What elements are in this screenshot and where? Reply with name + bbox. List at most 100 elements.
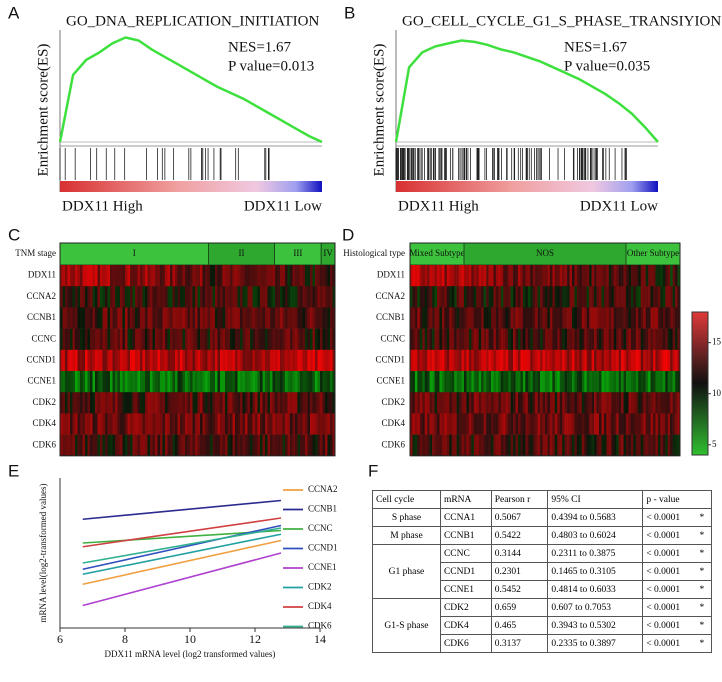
cell bbox=[468, 413, 472, 435]
cell bbox=[635, 349, 639, 372]
cell bbox=[530, 349, 534, 372]
cell bbox=[613, 371, 617, 393]
cell bbox=[265, 265, 268, 287]
cell bbox=[332, 434, 336, 457]
cell bbox=[667, 413, 671, 435]
cell bbox=[626, 392, 629, 414]
cell bbox=[643, 413, 646, 435]
cell bbox=[520, 349, 524, 372]
cell bbox=[530, 265, 534, 287]
cell bbox=[532, 371, 536, 393]
cell bbox=[451, 307, 455, 329]
cell bbox=[330, 413, 333, 435]
cell bbox=[105, 413, 108, 435]
cell bbox=[412, 265, 416, 287]
cell bbox=[300, 307, 303, 329]
cell bbox=[456, 307, 460, 329]
cell bbox=[540, 392, 543, 414]
cell bbox=[574, 413, 578, 435]
cell bbox=[675, 307, 678, 329]
cell bbox=[500, 413, 504, 435]
cell bbox=[645, 392, 649, 414]
cell bbox=[125, 371, 128, 393]
cell bbox=[172, 371, 176, 393]
cell bbox=[65, 349, 68, 372]
cell bbox=[542, 328, 546, 351]
cell bbox=[155, 349, 158, 372]
cell bbox=[272, 307, 276, 329]
row-label: DDX11 bbox=[377, 270, 405, 280]
cell bbox=[626, 265, 629, 287]
cell bbox=[608, 349, 612, 372]
cell bbox=[503, 371, 507, 393]
cell bbox=[525, 413, 529, 435]
cell bbox=[503, 349, 507, 372]
cell bbox=[157, 328, 161, 351]
cell bbox=[225, 371, 228, 393]
cell bbox=[170, 328, 173, 351]
cell bbox=[160, 392, 163, 414]
table-cell: 0.5067 bbox=[490, 508, 549, 527]
cell bbox=[135, 307, 138, 329]
cell bbox=[285, 286, 288, 308]
cell bbox=[650, 371, 654, 393]
cell bbox=[175, 434, 178, 457]
cell bbox=[515, 286, 519, 308]
cell bbox=[85, 434, 88, 457]
cell bbox=[522, 392, 526, 414]
table-cell: CCNB1 bbox=[439, 526, 492, 545]
nes: NES=1.67 bbox=[228, 39, 292, 55]
cell bbox=[195, 413, 198, 435]
cell bbox=[662, 328, 666, 351]
cell bbox=[522, 286, 526, 308]
cell bbox=[540, 265, 543, 287]
cell bbox=[650, 434, 654, 457]
cell bbox=[481, 286, 484, 308]
cell bbox=[589, 434, 592, 457]
cell bbox=[645, 328, 649, 351]
cell bbox=[75, 413, 78, 435]
cell bbox=[70, 413, 73, 435]
cell bbox=[147, 434, 151, 457]
cell bbox=[237, 286, 241, 308]
cell bbox=[618, 371, 622, 393]
cell bbox=[105, 307, 108, 329]
cell bbox=[552, 434, 556, 457]
cell bbox=[250, 413, 253, 435]
cell bbox=[670, 307, 673, 329]
cell bbox=[247, 265, 251, 287]
cell bbox=[500, 392, 504, 414]
cell bbox=[410, 371, 413, 393]
table-cell: 0.5422 bbox=[490, 526, 549, 545]
cell bbox=[677, 286, 681, 308]
cell bbox=[503, 286, 507, 308]
cell bbox=[481, 307, 484, 329]
cell bbox=[542, 392, 546, 414]
cell bbox=[257, 434, 261, 457]
cell bbox=[220, 265, 223, 287]
cell bbox=[525, 265, 529, 287]
cell bbox=[322, 265, 326, 287]
cell bbox=[437, 392, 440, 414]
cell bbox=[182, 392, 186, 414]
cell bbox=[432, 307, 435, 329]
row-label: CCNB1 bbox=[27, 312, 56, 322]
cell bbox=[549, 349, 553, 372]
cell bbox=[655, 307, 659, 329]
cell bbox=[330, 349, 333, 372]
series-line bbox=[82, 527, 282, 564]
cell bbox=[112, 371, 116, 393]
cell bbox=[621, 286, 624, 308]
cell bbox=[82, 434, 86, 457]
cell bbox=[623, 349, 627, 372]
cell bbox=[62, 371, 66, 393]
row-label: CDK6 bbox=[32, 439, 56, 449]
cell bbox=[572, 265, 575, 287]
cell bbox=[132, 371, 136, 393]
cell bbox=[564, 265, 568, 287]
cell bbox=[603, 307, 607, 329]
cell bbox=[515, 371, 519, 393]
cell bbox=[434, 328, 438, 351]
cell bbox=[591, 349, 595, 372]
cell bbox=[518, 413, 521, 435]
